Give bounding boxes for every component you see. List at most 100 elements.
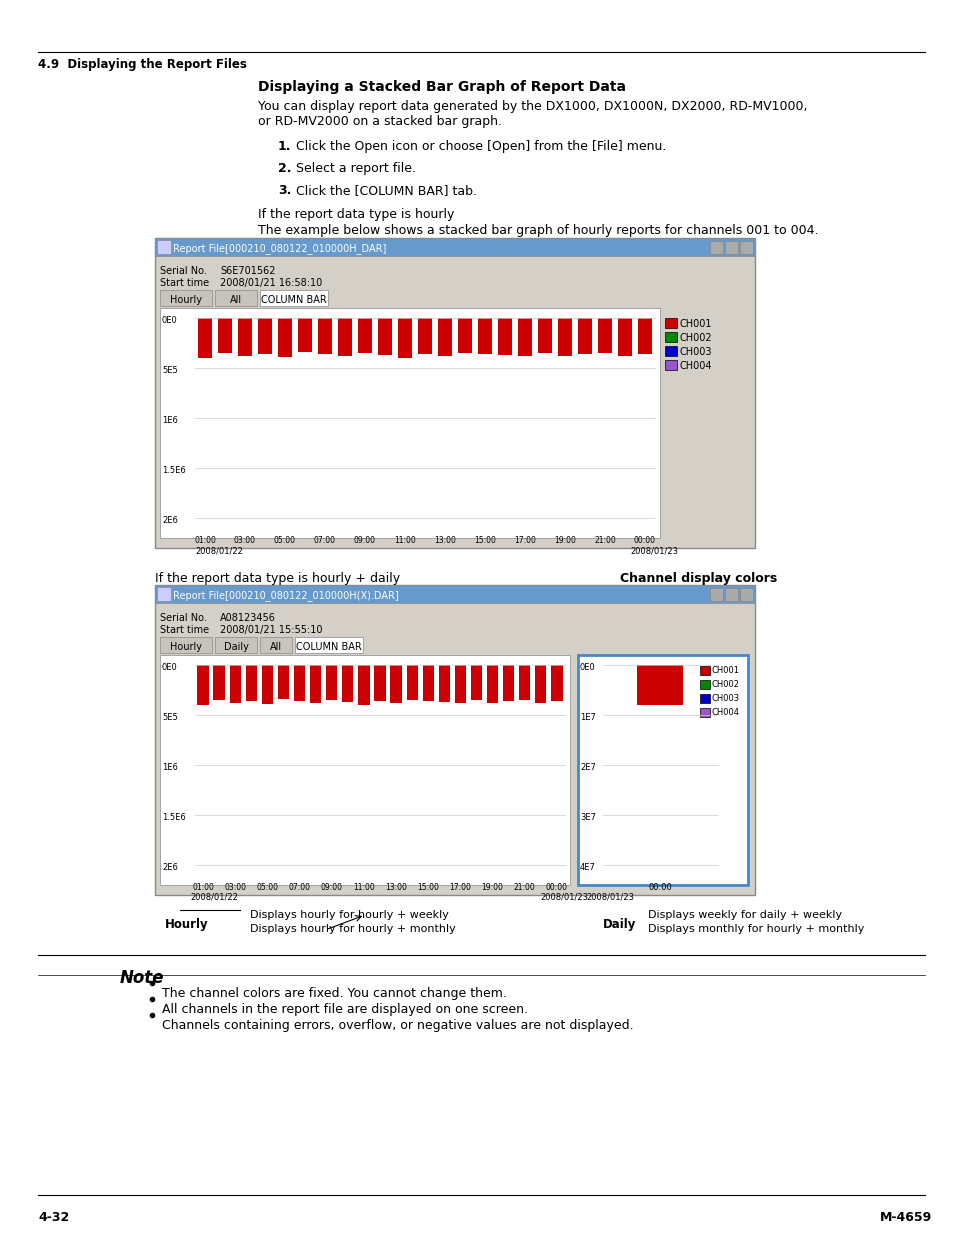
Text: COLUMN BAR: COLUMN BAR: [261, 295, 327, 305]
Bar: [709, 588, 722, 601]
Text: All: All: [270, 642, 282, 652]
Text: 2008/01/21 16:58:10: 2008/01/21 16:58:10: [220, 278, 322, 288]
Bar: [477, 317, 492, 354]
Text: 2.: 2.: [277, 162, 292, 175]
Bar: [357, 317, 372, 353]
Bar: [294, 637, 363, 653]
Text: Channels containing errors, overflow, or negative values are not displayed.: Channels containing errors, overflow, or…: [162, 1019, 633, 1032]
Text: S6E701562: S6E701562: [220, 266, 275, 275]
Bar: [700, 694, 709, 703]
Bar: [214, 290, 256, 306]
Bar: [517, 317, 532, 356]
Bar: [502, 664, 514, 701]
Text: 1.5E6: 1.5E6: [162, 466, 186, 475]
Text: CH003: CH003: [679, 347, 712, 357]
Text: Click the Open icon or choose [Open] from the [File] menu.: Click the Open icon or choose [Open] fro…: [295, 140, 666, 153]
Bar: [724, 241, 738, 254]
Bar: [197, 664, 209, 705]
Text: CH001: CH001: [679, 319, 712, 329]
Text: All channels in the report file are displayed on one screen.: All channels in the report file are disp…: [162, 1003, 527, 1016]
Bar: [326, 664, 337, 700]
Text: 17:00: 17:00: [449, 883, 471, 892]
Text: 3.: 3.: [277, 184, 291, 198]
Text: 05:00: 05:00: [256, 883, 278, 892]
Text: 2008/01/22: 2008/01/22: [194, 546, 243, 555]
Text: All: All: [230, 295, 242, 305]
Bar: [518, 664, 530, 700]
Bar: [277, 317, 292, 357]
Bar: [486, 664, 497, 703]
Bar: [260, 637, 292, 653]
Bar: [160, 290, 212, 306]
Text: 1.: 1.: [277, 140, 292, 153]
Text: 0E0: 0E0: [162, 316, 177, 325]
Text: 13:00: 13:00: [385, 883, 407, 892]
Bar: [618, 317, 631, 356]
Bar: [157, 587, 171, 601]
Text: Report File[000210_080122_010000H_DAR]: Report File[000210_080122_010000H_DAR]: [172, 243, 386, 254]
Text: 00:00: 00:00: [545, 883, 567, 892]
Bar: [377, 317, 392, 354]
Bar: [664, 346, 677, 356]
Bar: [497, 317, 512, 354]
Bar: [160, 308, 659, 538]
Text: 17:00: 17:00: [514, 536, 536, 545]
Bar: [198, 317, 212, 358]
Text: 3E7: 3E7: [579, 813, 596, 823]
Text: 11:00: 11:00: [394, 536, 416, 545]
Text: 4-32: 4-32: [38, 1212, 70, 1224]
Text: Click the [COLUMN BAR] tab.: Click the [COLUMN BAR] tab.: [295, 184, 476, 198]
Text: 19:00: 19:00: [481, 883, 503, 892]
Text: 01:00: 01:00: [193, 536, 215, 545]
Text: 2E6: 2E6: [162, 863, 177, 872]
Text: The channel colors are fixed. You cannot change them.: The channel colors are fixed. You cannot…: [162, 987, 506, 1000]
Text: 13:00: 13:00: [434, 536, 456, 545]
Text: 1E7: 1E7: [579, 713, 596, 722]
Text: 09:00: 09:00: [320, 883, 342, 892]
Text: 05:00: 05:00: [274, 536, 295, 545]
Text: 2008/01/23: 2008/01/23: [585, 893, 634, 902]
Bar: [397, 317, 412, 358]
Bar: [160, 637, 212, 653]
Text: Hourly: Hourly: [165, 918, 209, 931]
Bar: [740, 588, 752, 601]
Text: 21:00: 21:00: [594, 536, 616, 545]
Bar: [740, 241, 752, 254]
Bar: [297, 317, 312, 352]
Text: You can display report data generated by the DX1000, DX1000N, DX2000, RD-MV1000,: You can display report data generated by…: [257, 100, 806, 112]
Bar: [230, 664, 240, 703]
Text: 07:00: 07:00: [314, 536, 335, 545]
Bar: [638, 317, 651, 354]
Text: 19:00: 19:00: [554, 536, 576, 545]
Bar: [390, 664, 401, 703]
Bar: [700, 666, 709, 676]
Text: 2008/01/23: 2008/01/23: [629, 546, 678, 555]
Bar: [154, 585, 754, 603]
Text: 1E6: 1E6: [162, 763, 177, 772]
Text: 11:00: 11:00: [353, 883, 375, 892]
Bar: [578, 655, 747, 885]
Text: 0E0: 0E0: [579, 663, 595, 672]
Text: 03:00: 03:00: [224, 883, 246, 892]
Bar: [246, 664, 256, 701]
Bar: [310, 664, 321, 703]
Bar: [214, 637, 256, 653]
Text: 09:00: 09:00: [354, 536, 375, 545]
Bar: [261, 664, 273, 704]
Bar: [724, 588, 738, 601]
Text: 2E6: 2E6: [162, 516, 177, 525]
Bar: [260, 290, 328, 306]
Text: Daily: Daily: [223, 642, 248, 652]
Text: Note: Note: [120, 969, 164, 987]
Bar: [218, 317, 232, 353]
Text: 15:00: 15:00: [416, 883, 438, 892]
Text: COLUMN BAR: COLUMN BAR: [295, 642, 361, 652]
Text: Start time: Start time: [160, 278, 209, 288]
Bar: [664, 359, 677, 370]
Text: CH004: CH004: [679, 361, 712, 370]
Text: If the report data type is hourly + daily: If the report data type is hourly + dail…: [154, 572, 399, 585]
Text: Displaying a Stacked Bar Graph of Report Data: Displaying a Stacked Bar Graph of Report…: [257, 80, 625, 94]
Text: CH003: CH003: [711, 694, 740, 703]
Text: CH004: CH004: [711, 708, 740, 718]
Text: 07:00: 07:00: [288, 883, 311, 892]
